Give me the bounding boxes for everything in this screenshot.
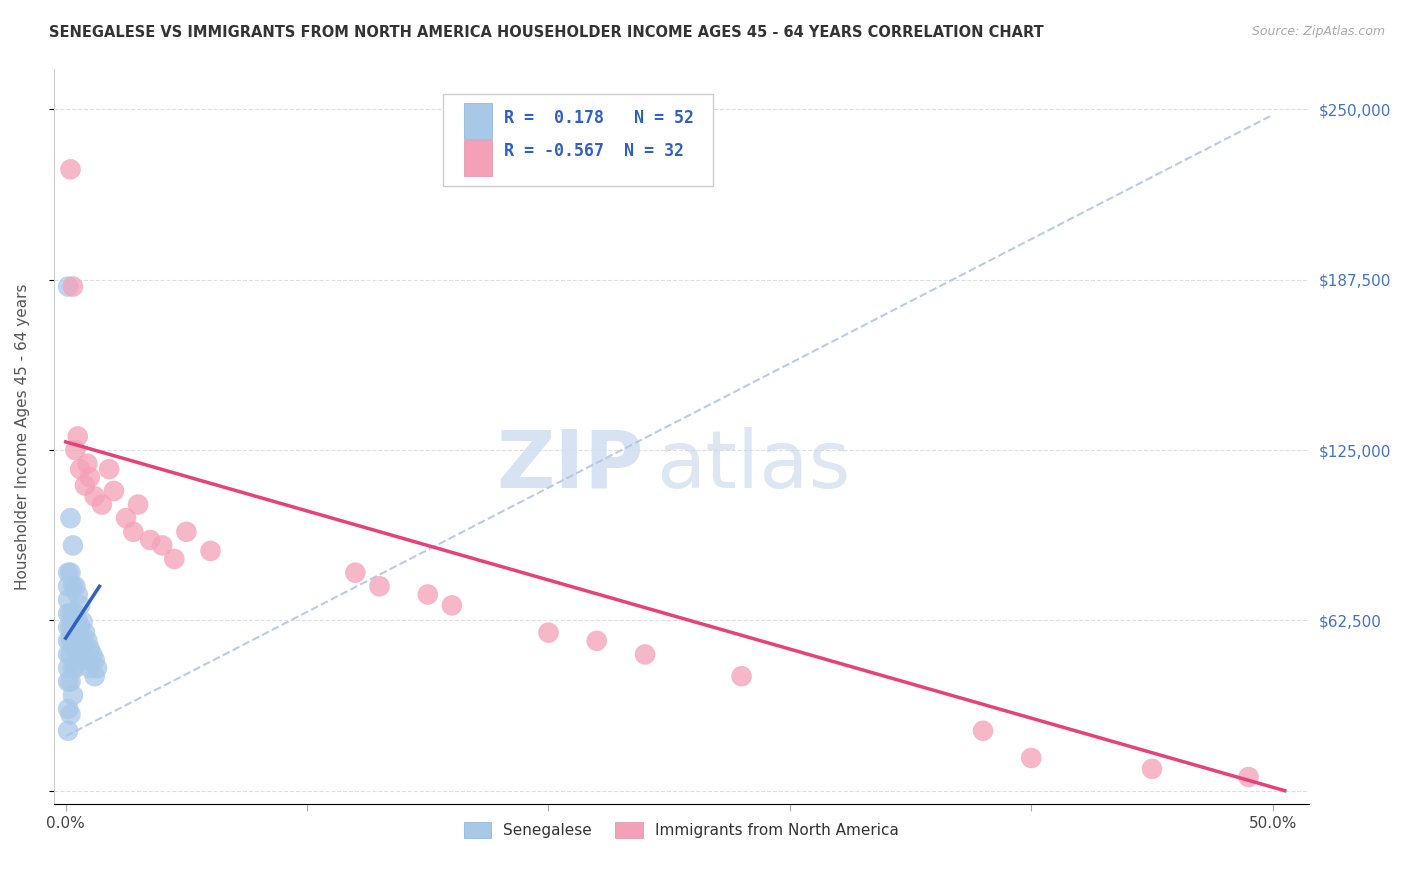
Point xyxy=(66,653,89,667)
Point xyxy=(59,648,82,662)
Point xyxy=(65,661,87,675)
Text: Source: ZipAtlas.com: Source: ZipAtlas.com xyxy=(1251,25,1385,38)
Point xyxy=(634,648,657,662)
Point xyxy=(59,707,82,722)
Point xyxy=(98,462,121,476)
Point xyxy=(65,625,87,640)
Point xyxy=(56,648,79,662)
Point xyxy=(1140,762,1163,776)
Point xyxy=(150,538,173,552)
Point xyxy=(66,615,89,629)
Point xyxy=(59,607,82,621)
Point xyxy=(72,653,94,667)
Point xyxy=(56,702,79,716)
Point xyxy=(62,607,84,621)
Point xyxy=(1237,770,1260,784)
Point xyxy=(537,625,560,640)
Point xyxy=(59,620,82,634)
Point xyxy=(86,661,108,675)
Point xyxy=(62,661,84,675)
Point xyxy=(69,599,91,613)
Text: R = -0.567  N = 32: R = -0.567 N = 32 xyxy=(505,142,685,160)
Text: ZIP: ZIP xyxy=(496,427,644,505)
Point xyxy=(69,620,91,634)
Point xyxy=(585,633,607,648)
Point xyxy=(73,648,96,662)
Point xyxy=(59,511,82,525)
Point xyxy=(56,723,79,738)
Point xyxy=(73,625,96,640)
FancyBboxPatch shape xyxy=(464,103,492,138)
Point xyxy=(59,633,82,648)
Point xyxy=(66,633,89,648)
Point xyxy=(56,279,79,293)
Point xyxy=(73,478,96,492)
Point xyxy=(56,607,79,621)
Point xyxy=(66,429,89,443)
Point xyxy=(72,633,94,648)
Point xyxy=(65,607,87,621)
Point xyxy=(115,511,138,525)
Point xyxy=(972,723,994,738)
Point xyxy=(56,566,79,580)
Point xyxy=(730,669,752,683)
Point xyxy=(66,587,89,601)
Point xyxy=(163,552,186,566)
Point xyxy=(76,457,98,471)
Point xyxy=(90,498,112,512)
Point xyxy=(76,653,98,667)
Point xyxy=(200,544,222,558)
Point xyxy=(65,579,87,593)
Point xyxy=(82,648,104,662)
FancyBboxPatch shape xyxy=(464,140,492,176)
Point xyxy=(65,443,87,458)
Point xyxy=(83,653,105,667)
Text: R =  0.178   N = 52: R = 0.178 N = 52 xyxy=(505,109,695,127)
FancyBboxPatch shape xyxy=(443,95,713,186)
Point xyxy=(59,162,82,177)
Point xyxy=(79,661,101,675)
Point xyxy=(103,483,125,498)
Point xyxy=(76,633,98,648)
Point xyxy=(56,633,79,648)
Point xyxy=(79,470,101,484)
Point xyxy=(83,489,105,503)
Point xyxy=(416,587,439,601)
Point xyxy=(139,533,162,547)
Point xyxy=(69,462,91,476)
Point xyxy=(65,642,87,657)
Point xyxy=(62,633,84,648)
Point xyxy=(62,620,84,634)
Y-axis label: Householder Income Ages 45 - 64 years: Householder Income Ages 45 - 64 years xyxy=(15,283,30,590)
Point xyxy=(62,538,84,552)
Point xyxy=(72,615,94,629)
Point xyxy=(344,566,367,580)
Point xyxy=(59,674,82,689)
Point xyxy=(69,642,91,657)
Text: SENEGALESE VS IMMIGRANTS FROM NORTH AMERICA HOUSEHOLDER INCOME AGES 45 - 64 YEAR: SENEGALESE VS IMMIGRANTS FROM NORTH AMER… xyxy=(49,25,1045,40)
Point xyxy=(62,688,84,702)
Point xyxy=(56,579,79,593)
Point xyxy=(122,524,145,539)
Point xyxy=(62,279,84,293)
Point xyxy=(62,579,84,593)
Point xyxy=(56,593,79,607)
Text: atlas: atlas xyxy=(657,427,851,505)
Point xyxy=(56,674,79,689)
Point xyxy=(1019,751,1042,765)
Point xyxy=(59,566,82,580)
Point xyxy=(79,642,101,657)
Point xyxy=(368,579,391,593)
Legend: Senegalese, Immigrants from North America: Senegalese, Immigrants from North Americ… xyxy=(457,816,905,845)
Point xyxy=(176,524,198,539)
Point xyxy=(56,661,79,675)
Point xyxy=(440,599,463,613)
Point xyxy=(127,498,149,512)
Point xyxy=(56,620,79,634)
Point xyxy=(83,669,105,683)
